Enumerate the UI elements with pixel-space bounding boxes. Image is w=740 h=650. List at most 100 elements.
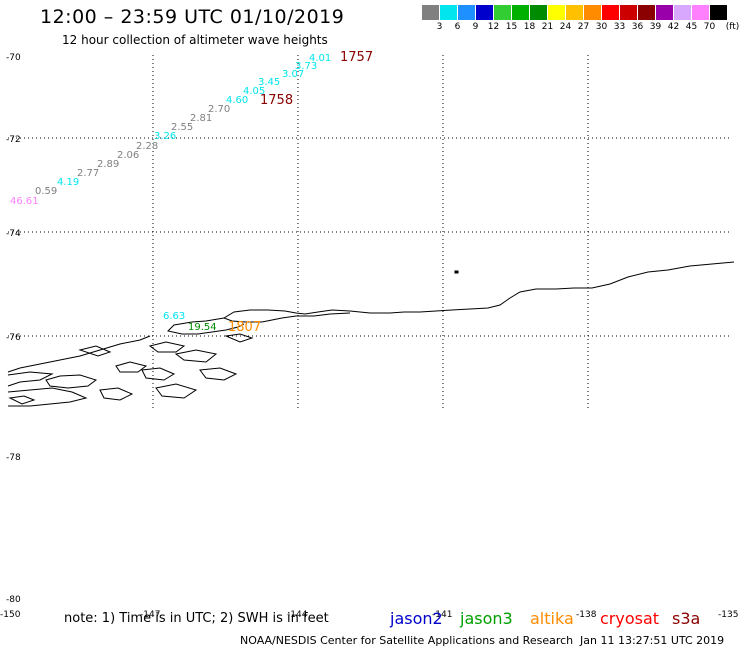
ice-feature [99, 387, 134, 401]
scale-swatch [422, 5, 439, 20]
wave-height-label: 4.19 [57, 177, 79, 188]
wave-height-label: 0.59 [35, 186, 57, 197]
lat-label: -78 [6, 453, 21, 463]
scale-swatch [620, 5, 637, 20]
track-labels: 4.01 3.73 3.07 3.45 4.05 4.60 2.70 2.81 … [10, 53, 331, 333]
lat-label: -76 [6, 333, 21, 343]
lat-label: -80 [6, 595, 21, 605]
ice-feature [174, 349, 218, 363]
ice-shelf-edge [7, 335, 151, 373]
scale-label: 70 [703, 22, 716, 32]
wave-height-label: 2.06 [117, 150, 139, 161]
scale-swatch [530, 5, 547, 20]
scale-swatch [476, 5, 493, 20]
generated-timestamp: Jan 11 13:27:51 UTC 2019 [580, 634, 725, 647]
scale-swatch [710, 5, 727, 20]
scale-swatch [638, 5, 655, 20]
wave-height-label: 4.60 [226, 95, 248, 106]
scale-swatch [674, 5, 691, 20]
scale-swatch [692, 5, 709, 20]
scale-label: 12 [487, 22, 500, 32]
scale-swatch [458, 5, 475, 20]
wave-height-label: 3.45 [258, 77, 280, 88]
wave-height-label: 19.54 [188, 322, 217, 333]
legend-s3a: s3a [672, 609, 701, 628]
coastline-peninsula [166, 317, 245, 335]
time-labels: 1757 1758 1807 [228, 50, 373, 335]
longitude-labels: -150 -147 -144 -141 -138 -135 [0, 610, 738, 620]
ice-feature [8, 395, 36, 405]
ice-feature [199, 367, 238, 381]
wave-height-label: 2.28 [136, 141, 158, 152]
scale-label: 27 [577, 22, 590, 32]
scale-label: 21 [541, 22, 554, 32]
graticule [8, 55, 732, 408]
scale-swatch [548, 5, 565, 20]
scale-label: 39 [649, 22, 662, 32]
footer-note: note: 1) Time is in UTC; 2) SWH is in fe… [64, 611, 329, 626]
legend-altika: altika [530, 609, 574, 628]
lon-label: -150 [0, 610, 21, 620]
wave-height-label: 4.01 [309, 53, 331, 64]
wave-height-label: 3.07 [282, 69, 304, 80]
wave-height-label: 3.26 [154, 131, 176, 142]
scale-label: 42 [667, 22, 680, 32]
ice-feature [7, 387, 88, 407]
time-label: 1758 [260, 93, 293, 108]
legend-jason3: jason3 [460, 609, 513, 628]
wave-height-label: 46.61 [10, 196, 39, 207]
ice-feature [224, 333, 254, 343]
scale-swatch [656, 5, 673, 20]
ice-feature [141, 367, 176, 381]
ice-feature [45, 374, 98, 389]
map-title: 12:00 – 23:59 UTC 01/10/2019 [40, 6, 345, 28]
scale-swatch [494, 5, 511, 20]
lon-label: -141 [432, 610, 452, 620]
scale-label: 15 [505, 22, 518, 32]
scale-unit: (ft) [725, 22, 740, 32]
scale-swatch [440, 5, 457, 20]
lat-label: -74 [6, 229, 21, 239]
scale-label: 30 [595, 22, 608, 32]
scale-label: 36 [631, 22, 644, 32]
scale-label: 45 [685, 22, 698, 32]
ice-feature [78, 345, 112, 357]
wave-height-label: 2.81 [190, 113, 212, 124]
scale-swatch [566, 5, 583, 20]
latitude-labels: -70 -72 -74 -76 -78 -80 [6, 53, 21, 605]
scale-label: 9 [472, 22, 479, 32]
map-subtitle: 12 hour collection of altimeter wave hei… [62, 33, 328, 47]
scale-label: 18 [523, 22, 536, 32]
island-dot [454, 270, 459, 274]
legend-cryosat: cryosat [600, 609, 660, 628]
coastline [7, 261, 735, 407]
scale-label: 6 [454, 22, 461, 32]
lon-label: -144 [287, 610, 308, 620]
scale-label: 24 [559, 22, 572, 32]
ice-feature [155, 383, 198, 399]
wave-height-label: 2.70 [208, 104, 230, 115]
lat-label: -72 [6, 135, 21, 145]
ice-feature [7, 371, 54, 387]
time-label: 1807 [228, 320, 261, 335]
coastline-main [222, 261, 735, 323]
scale-label: 3 [436, 22, 443, 32]
wave-height-label: 3.73 [295, 61, 317, 72]
lon-label: -135 [718, 610, 738, 620]
wave-height-label: 2.55 [171, 122, 193, 133]
scale-swatch [584, 5, 601, 20]
scale-label: 33 [613, 22, 626, 32]
ice-feature [115, 361, 148, 373]
wave-height-label: 6.63 [163, 311, 185, 322]
time-label: 1757 [340, 50, 373, 65]
wave-height-label: 2.89 [97, 159, 119, 170]
legend-jason2: jason2 [390, 609, 443, 628]
ice-feature [148, 341, 186, 353]
scale-swatch [512, 5, 529, 20]
lat-label: -70 [6, 53, 21, 63]
wave-height-label: 4.05 [243, 86, 265, 97]
lon-label: -147 [140, 610, 160, 620]
wave-height-label: 2.77 [77, 168, 99, 179]
scale-swatch [602, 5, 619, 20]
